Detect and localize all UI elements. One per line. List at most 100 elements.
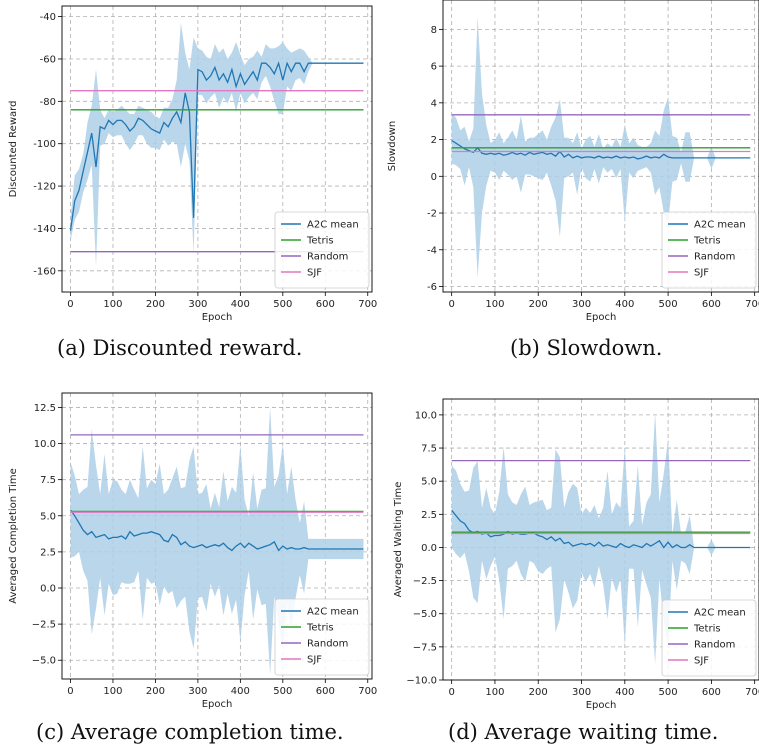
- x-tick-label: 500: [659, 687, 678, 698]
- chart-svg: 0 100 200 300 400 500 600 700 -6 -4 -2 0 2 4 6 8 Epoch Sl…: [387, 0, 759, 323]
- x-tick-label: 100: [485, 687, 504, 698]
- x-tick-label: 0: [448, 687, 454, 698]
- x-tick-label: 700: [745, 687, 759, 698]
- legend: A2C mean Tetris Random SJF: [661, 599, 757, 677]
- axes-frame: [61, 392, 373, 680]
- y-tick-label: 5.0: [421, 477, 437, 488]
- x-tick-label: 200: [529, 299, 548, 310]
- y-tick-label: −2.5: [32, 620, 56, 631]
- series-band-a2c: [70, 22, 364, 267]
- y-tick-label: -80: [40, 97, 56, 108]
- series-group: [451, 412, 751, 665]
- legend-label: A2C mean: [307, 607, 359, 618]
- x-axis-label: Epoch: [202, 312, 233, 323]
- legend-box: [661, 599, 757, 677]
- y-tick-label: 7.5: [40, 475, 56, 486]
- x-tick-label: 100: [103, 299, 122, 310]
- x-tick-label: 100: [485, 299, 504, 310]
- y-tick-label: 2.5: [421, 510, 437, 521]
- legend-label: Tetris: [693, 236, 721, 247]
- y-tick-label: 8: [431, 25, 437, 36]
- x-tick-label: 0: [67, 299, 73, 310]
- x-axis-label: Epoch: [586, 312, 617, 323]
- legend-box: [661, 211, 757, 289]
- series-band-a2c: [451, 16, 751, 278]
- y-tick-label: -6: [427, 282, 437, 293]
- legend: A2C mean Tetris Random SJF: [661, 211, 757, 289]
- x-axis-label: Epoch: [202, 699, 233, 710]
- y-tick-label: -120: [33, 182, 56, 193]
- y-tick-label: −5.0: [32, 656, 56, 667]
- y-tick-label: 10.0: [34, 439, 56, 450]
- x-tick-label: 0: [448, 299, 454, 310]
- y-tick-label: -40: [40, 12, 56, 23]
- caption-completion-time: (c) Average completion time.: [36, 720, 344, 744]
- y-tick-label: 0.0: [421, 543, 437, 554]
- x-tick-label: 600: [702, 299, 721, 310]
- y-tick-label: 2: [431, 135, 437, 146]
- y-tick-label: -100: [33, 139, 56, 150]
- legend-label: SJF: [694, 268, 709, 279]
- chart-panel-slowdown: 0 100 200 300 400 500 600 700 -6 -4 -2 0 2 4 6 8 Epoch Sl…: [385, 0, 759, 330]
- x-tick-label: 500: [273, 686, 292, 697]
- x-tick-label: 600: [316, 299, 335, 310]
- y-axis-label: Averaged Completion Time: [8, 468, 19, 604]
- chart-panel-waiting-time: 0 100 200 300 400 500 600 700 −10.0 −7.5 −5.0 −2.5 0…: [385, 388, 759, 711]
- series-line-a2c-mean: [451, 509, 751, 549]
- x-tick-label: 200: [146, 686, 165, 697]
- x-tick-label: 400: [231, 299, 250, 310]
- legend-label: Random: [307, 252, 348, 263]
- series-band-a2c: [451, 412, 751, 665]
- legend-label: SJF: [694, 656, 709, 667]
- chart-svg: 0 100 200 300 400 500 600 700 -160 -140 -120 -100 -8…: [8, 5, 377, 323]
- x-tick-label: 700: [358, 299, 377, 310]
- y-tick-label: 2.5: [40, 547, 56, 558]
- x-tick-label: 500: [659, 299, 678, 310]
- series-line-a2c-mean: [69, 509, 364, 552]
- x-tick-label: 300: [572, 299, 591, 310]
- legend-box: [274, 211, 370, 289]
- y-axis-label: Discounted Reward: [8, 101, 19, 198]
- axes-frame: [61, 5, 373, 293]
- legend: A2C mean Tetris Random SJF: [274, 598, 370, 676]
- chart-svg: 0 100 200 300 400 500 600 700 −5.0 −2.5 0.0 2.5 5.0 7…: [8, 392, 377, 710]
- axes-frame: [442, 398, 759, 681]
- series-line-a2c-mean: [69, 61, 364, 231]
- y-tick-label: -60: [40, 54, 56, 65]
- y-tick-label: 4: [431, 98, 437, 109]
- x-tick-label: 400: [615, 687, 634, 698]
- y-tick-label: -140: [33, 224, 56, 235]
- legend-label: A2C mean: [694, 608, 746, 619]
- x-tick-label: 700: [745, 299, 759, 310]
- y-tick-label: 6: [431, 62, 437, 73]
- x-tick-label: 600: [316, 686, 335, 697]
- y-tick-label: 10.0: [415, 410, 437, 421]
- caption-discounted-reward: (a) Discounted reward.: [57, 336, 303, 360]
- y-axis-label: Averaged Waiting Time: [393, 482, 404, 598]
- legend-label: Tetris: [306, 236, 334, 247]
- x-tick-label: 300: [572, 687, 591, 698]
- y-tick-label: −2.5: [413, 576, 437, 587]
- legend: A2C mean Tetris Random SJF: [274, 211, 370, 289]
- legend-box: [274, 598, 370, 676]
- legend-label: A2C mean: [307, 220, 359, 231]
- y-tick-label: -2: [427, 209, 437, 220]
- x-tick-label: 300: [188, 299, 207, 310]
- x-tick-label: 200: [529, 687, 548, 698]
- x-axis-label: Epoch: [586, 700, 617, 711]
- legend-label: Tetris: [306, 623, 334, 634]
- axes-frame: [442, 0, 759, 293]
- y-tick-label: 0: [431, 172, 437, 183]
- y-tick-label: 12.5: [34, 403, 56, 414]
- y-tick-label: 5.0: [40, 511, 56, 522]
- y-tick-label: −7.5: [413, 642, 437, 653]
- y-tick-label: −10.0: [406, 676, 437, 687]
- legend-label: Random: [694, 252, 735, 263]
- x-tick-label: 0: [67, 686, 73, 697]
- y-tick-label: 7.5: [421, 444, 437, 455]
- series-line-a2c-mean: [451, 139, 751, 160]
- y-axis-label: Slowdown: [387, 121, 398, 171]
- x-tick-label: 100: [103, 686, 122, 697]
- legend-label: Tetris: [693, 624, 721, 635]
- legend-label: Random: [307, 639, 348, 650]
